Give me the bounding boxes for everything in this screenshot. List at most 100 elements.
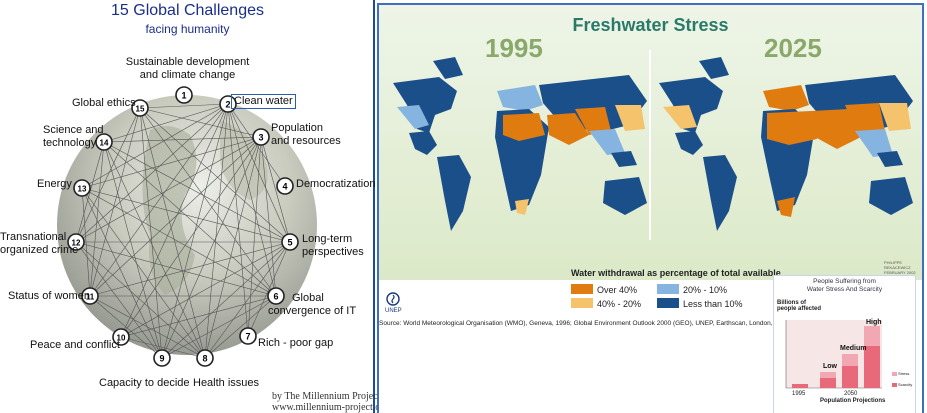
interconnection-line xyxy=(81,187,91,297)
challenge-9-label: Capacity to decide xyxy=(99,377,190,389)
map-credit: PHILIPPE REKACEWICZ FEBRUARY 2002 xyxy=(884,260,916,275)
interconnection-line xyxy=(204,136,262,359)
globe-landmass xyxy=(220,120,268,200)
legend-title: Water withdrawal as percentage of total … xyxy=(571,268,781,278)
interconnection-line xyxy=(204,295,277,359)
challenge-4-label: Democratization xyxy=(296,178,376,190)
challenge-15-label: Global ethics xyxy=(72,97,136,109)
challenge-8-label: Health issues xyxy=(193,377,260,389)
interconnection-line xyxy=(103,141,206,359)
inset-bar-medium-stress xyxy=(842,354,858,366)
interconnection-line xyxy=(120,241,291,338)
map-2025 xyxy=(659,57,913,231)
interconnection-line xyxy=(89,141,105,297)
freshwater-stress-panel: Freshwater Stress 1995 2025 xyxy=(377,3,924,413)
interconnection-line xyxy=(103,141,277,297)
challenge-node-number: 6 xyxy=(273,292,278,302)
source-note: Source: World Meteorological Organisatio… xyxy=(379,320,791,327)
credit-line: by The Millennium Project xyxy=(272,391,381,402)
challenge-11-label: Status of women xyxy=(8,290,90,302)
challenge-node-number: 14 xyxy=(100,139,109,148)
interconnection-line xyxy=(227,103,249,337)
interconnection-line xyxy=(260,136,291,243)
challenge-6-label: Global convergence of IT xyxy=(268,292,357,317)
challenge-node-3: 3 xyxy=(252,128,270,146)
interconnection-line xyxy=(75,136,262,243)
legend-swatch-less-10 xyxy=(657,298,679,308)
map-1995 xyxy=(393,57,647,231)
challenge-node-number: 7 xyxy=(245,332,250,342)
interconnection-line xyxy=(89,107,141,297)
interconnection-line xyxy=(204,241,291,359)
interconnection-line xyxy=(89,295,163,359)
legend-less-10: Less than 10% xyxy=(683,299,743,309)
interconnection-line xyxy=(139,107,262,138)
interconnection-line xyxy=(161,295,277,359)
legend-40-20: 40% - 20% xyxy=(597,299,642,309)
inset-legend-scarcity: Scarcity xyxy=(898,382,913,387)
interconnection-line xyxy=(247,241,291,337)
challenge-node-number: 13 xyxy=(78,185,87,194)
interconnection-line xyxy=(103,103,229,143)
interconnection-line xyxy=(75,141,105,243)
year-2025: 2025 xyxy=(764,33,822,63)
inset-legend-swatch-stress xyxy=(892,372,897,376)
inset-bar-1995 xyxy=(792,384,808,388)
challenge-node-11: 11 xyxy=(81,287,99,305)
challenge-10-label: Peace and conflict xyxy=(30,339,120,351)
interconnection-line xyxy=(120,336,206,359)
inset-level-high: High xyxy=(866,319,882,326)
interconnection-line xyxy=(260,136,277,297)
interconnection-line xyxy=(75,241,277,297)
challenge-node-9: 9 xyxy=(153,349,171,367)
challenge-node-10: 10 xyxy=(112,328,130,346)
interconnection-line xyxy=(103,141,291,243)
people-affected-inset: People Suffering from Water Stress And Sc… xyxy=(773,275,916,413)
interconnection-line xyxy=(75,103,229,243)
unep-emblem-icon xyxy=(386,292,401,306)
challenges-subtitle: facing humanity xyxy=(145,22,230,36)
credit-url: www.millennium-project.org xyxy=(272,402,389,413)
world-maps xyxy=(393,50,913,240)
inset-bar-high-stress xyxy=(864,326,880,346)
legend-swatch-over-40 xyxy=(571,284,593,294)
inset-x-2050: 2050 xyxy=(844,391,858,397)
challenge-node-15: 15 xyxy=(131,99,149,117)
interconnection-line xyxy=(227,103,286,187)
interconnection-line xyxy=(75,241,163,359)
challenge-node-number: 2 xyxy=(225,100,230,110)
challenge-node-number: 10 xyxy=(117,334,126,343)
inset-legend-swatch-scarcity xyxy=(892,383,897,387)
interconnection-line xyxy=(139,107,291,243)
challenge-node-number: 1 xyxy=(181,91,186,101)
challenge-13-label: Energy xyxy=(37,178,72,190)
interconnection-line xyxy=(139,107,163,359)
interconnection-line xyxy=(81,187,291,243)
legend-swatch-40-20 xyxy=(571,298,593,308)
challenge-node-number: 5 xyxy=(287,238,292,248)
interconnection-line xyxy=(89,136,262,297)
unep-logo: UNEP xyxy=(385,292,402,314)
challenge-1-label: Sustainable development and climate chang… xyxy=(125,56,250,81)
challenge-12-label: Transnational organized crime xyxy=(0,231,79,256)
legend-over-40: Over 40% xyxy=(597,285,638,295)
challenge-2-label: Clean water xyxy=(231,94,296,109)
interconnection-lines xyxy=(75,103,291,359)
interconnection-line xyxy=(139,107,206,359)
interconnection-line xyxy=(120,295,277,338)
interconnection-line xyxy=(75,241,206,359)
year-1995: 1995 xyxy=(485,33,543,63)
challenge-node-number: 11 xyxy=(86,293,95,302)
interconnection-line xyxy=(81,103,229,189)
inset-bar-chart xyxy=(785,320,897,389)
challenge-node-1: 1 xyxy=(175,86,193,104)
challenge-5-label: Long-term perspectives xyxy=(302,233,364,258)
legend-20-10: 20% - 10% xyxy=(683,285,728,295)
challenge-14-label: Science and technology xyxy=(43,124,104,149)
interconnection-line xyxy=(81,187,163,359)
challenge-node-number: 9 xyxy=(159,354,164,364)
challenge-node-5: 5 xyxy=(281,233,299,251)
challenge-node-number: 12 xyxy=(72,239,81,248)
